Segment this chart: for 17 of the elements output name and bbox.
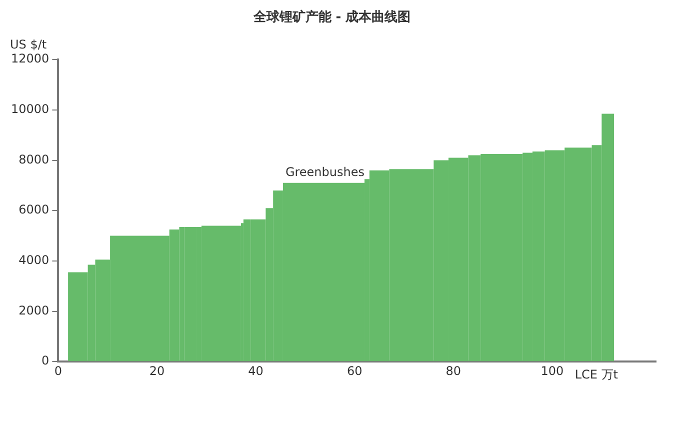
y-tick-label: 12000 — [10, 52, 50, 66]
y-tick-label: 4000 — [18, 253, 50, 268]
y-tick-label: 10000 — [10, 102, 50, 116]
x-tick-label: 100 — [540, 364, 564, 378]
y-tick-label: 2000 — [18, 303, 50, 318]
x-tick-label: 60 — [346, 364, 362, 378]
x-tick-label: 20 — [149, 364, 165, 378]
y-tick-label: 0 — [42, 354, 50, 368]
y-axis-title: US $/t — [10, 38, 47, 52]
y-tick-label: 8000 — [18, 152, 50, 166]
x-tick-label: 80 — [446, 364, 462, 378]
x-tick-label: 40 — [248, 364, 264, 378]
x-tick-label: 0 — [54, 364, 62, 378]
annotation: Greenbushes — [285, 165, 365, 180]
x-axis-title: LCE 万t — [574, 368, 618, 382]
chart-title: 全球锂矿产能 - 成本曲线图 — [252, 9, 411, 26]
y-tick-label: 6000 — [18, 202, 50, 217]
